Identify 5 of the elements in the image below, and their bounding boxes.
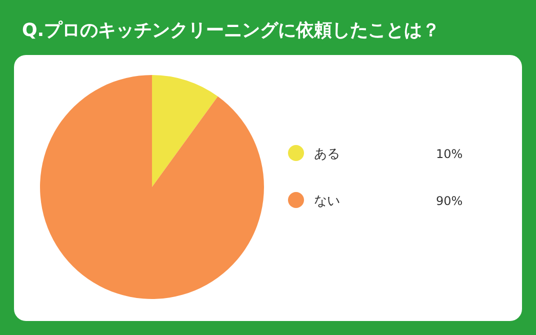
legend-label: ない bbox=[314, 194, 340, 209]
chart-title: Q.プロのキッチンクリーニングに依頼したことは？ bbox=[22, 20, 440, 41]
legend-label: ある bbox=[314, 147, 340, 162]
data-label: 90% bbox=[436, 194, 463, 208]
data-label: 10% bbox=[436, 147, 463, 161]
